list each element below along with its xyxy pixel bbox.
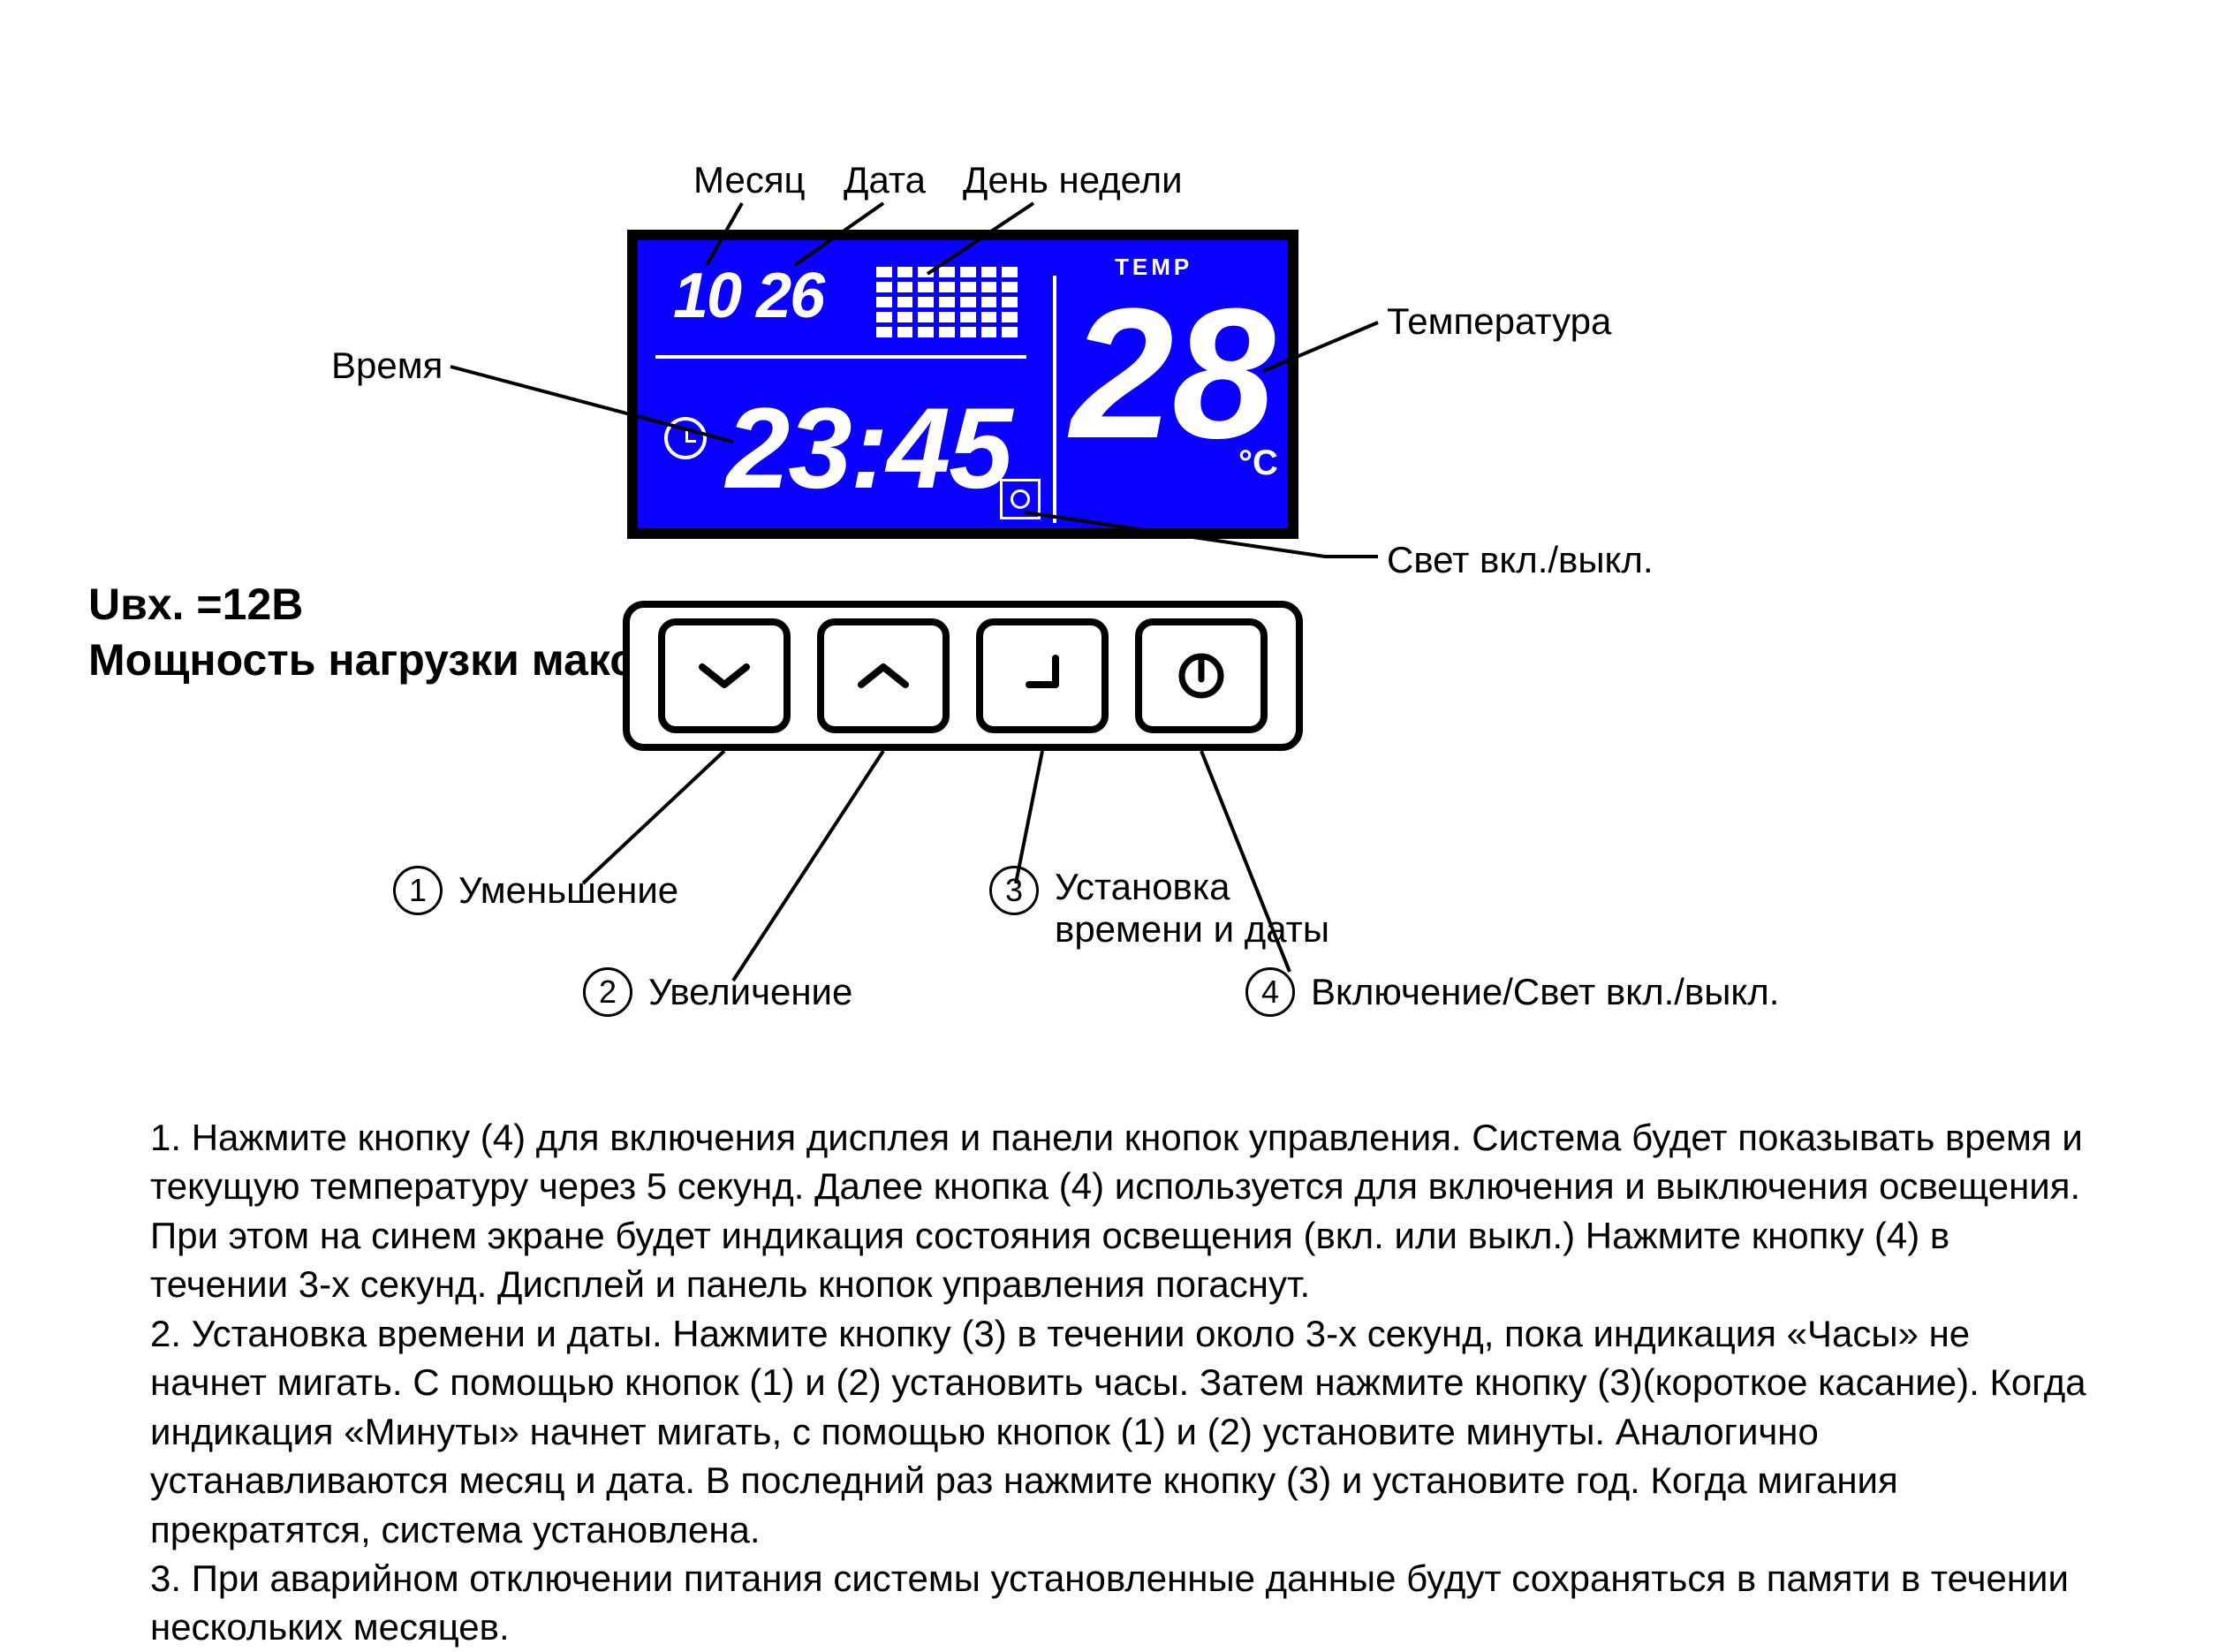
button-set[interactable] — [976, 618, 1109, 733]
button-panel — [623, 601, 1303, 751]
spec-voltage: Uвх. =12В — [88, 579, 303, 630]
instruction-1: 1. Нажмите кнопку (4) для включения дисп… — [150, 1113, 2093, 1309]
callout-num-4: 4 — [1245, 967, 1295, 1017]
callout-num-2: 2 — [583, 967, 632, 1017]
lcd-temp-unit: °C — [1238, 443, 1278, 483]
instruction-2: 2. Установка времени и даты. Нажмите кно… — [150, 1309, 2093, 1554]
label-month: Месяц — [693, 159, 806, 201]
callout-label-4: Включение/Свет вкл./выкл. — [1311, 971, 1779, 1013]
callout-num-3: 3 — [989, 866, 1039, 915]
callout-label-1: Уменьшение — [458, 869, 678, 912]
lcd-date-value: 10 26 — [673, 260, 823, 332]
callout-label-3: Установка времени и даты — [1055, 866, 1329, 951]
button-up[interactable] — [817, 618, 950, 733]
callout-num-1: 1 — [393, 866, 443, 915]
light-indicator-icon — [1000, 479, 1041, 519]
label-time: Время — [331, 345, 443, 387]
callout-3: 3 Установка времени и даты — [989, 866, 1329, 951]
lcd-display: 10 26 23:45 TEMP 28 °C — [627, 230, 1298, 539]
lcd-divider-vertical — [1053, 276, 1056, 523]
clock-icon — [664, 417, 707, 459]
callout-label-2: Увеличение — [648, 971, 852, 1013]
callout-1: 1 Уменьшение — [393, 866, 678, 915]
lcd-divider-horizontal — [655, 355, 1026, 359]
label-date: Дата — [844, 159, 926, 201]
button-down[interactable] — [658, 618, 791, 733]
enter-icon — [1011, 649, 1073, 702]
label-light: Свет вкл./выкл. — [1387, 539, 1654, 581]
lcd-dow-matrix — [876, 267, 1018, 342]
lcd-time-value: 23:45 — [726, 382, 1011, 514]
callout-4: 4 Включение/Свет вкл./выкл. — [1245, 967, 1779, 1017]
chevron-up-icon — [852, 658, 914, 693]
label-temperature: Температура — [1387, 300, 1611, 343]
power-icon — [1175, 649, 1228, 702]
instructions: 1. Нажмите кнопку (4) для включения дисп… — [150, 1113, 2093, 1652]
chevron-down-icon — [693, 658, 755, 693]
label-dow: День недели — [963, 159, 1183, 201]
callout-2: 2 Увеличение — [583, 967, 852, 1017]
instruction-3: 3. При аварийном отключении питания сист… — [150, 1554, 2093, 1652]
button-power[interactable] — [1135, 618, 1268, 733]
